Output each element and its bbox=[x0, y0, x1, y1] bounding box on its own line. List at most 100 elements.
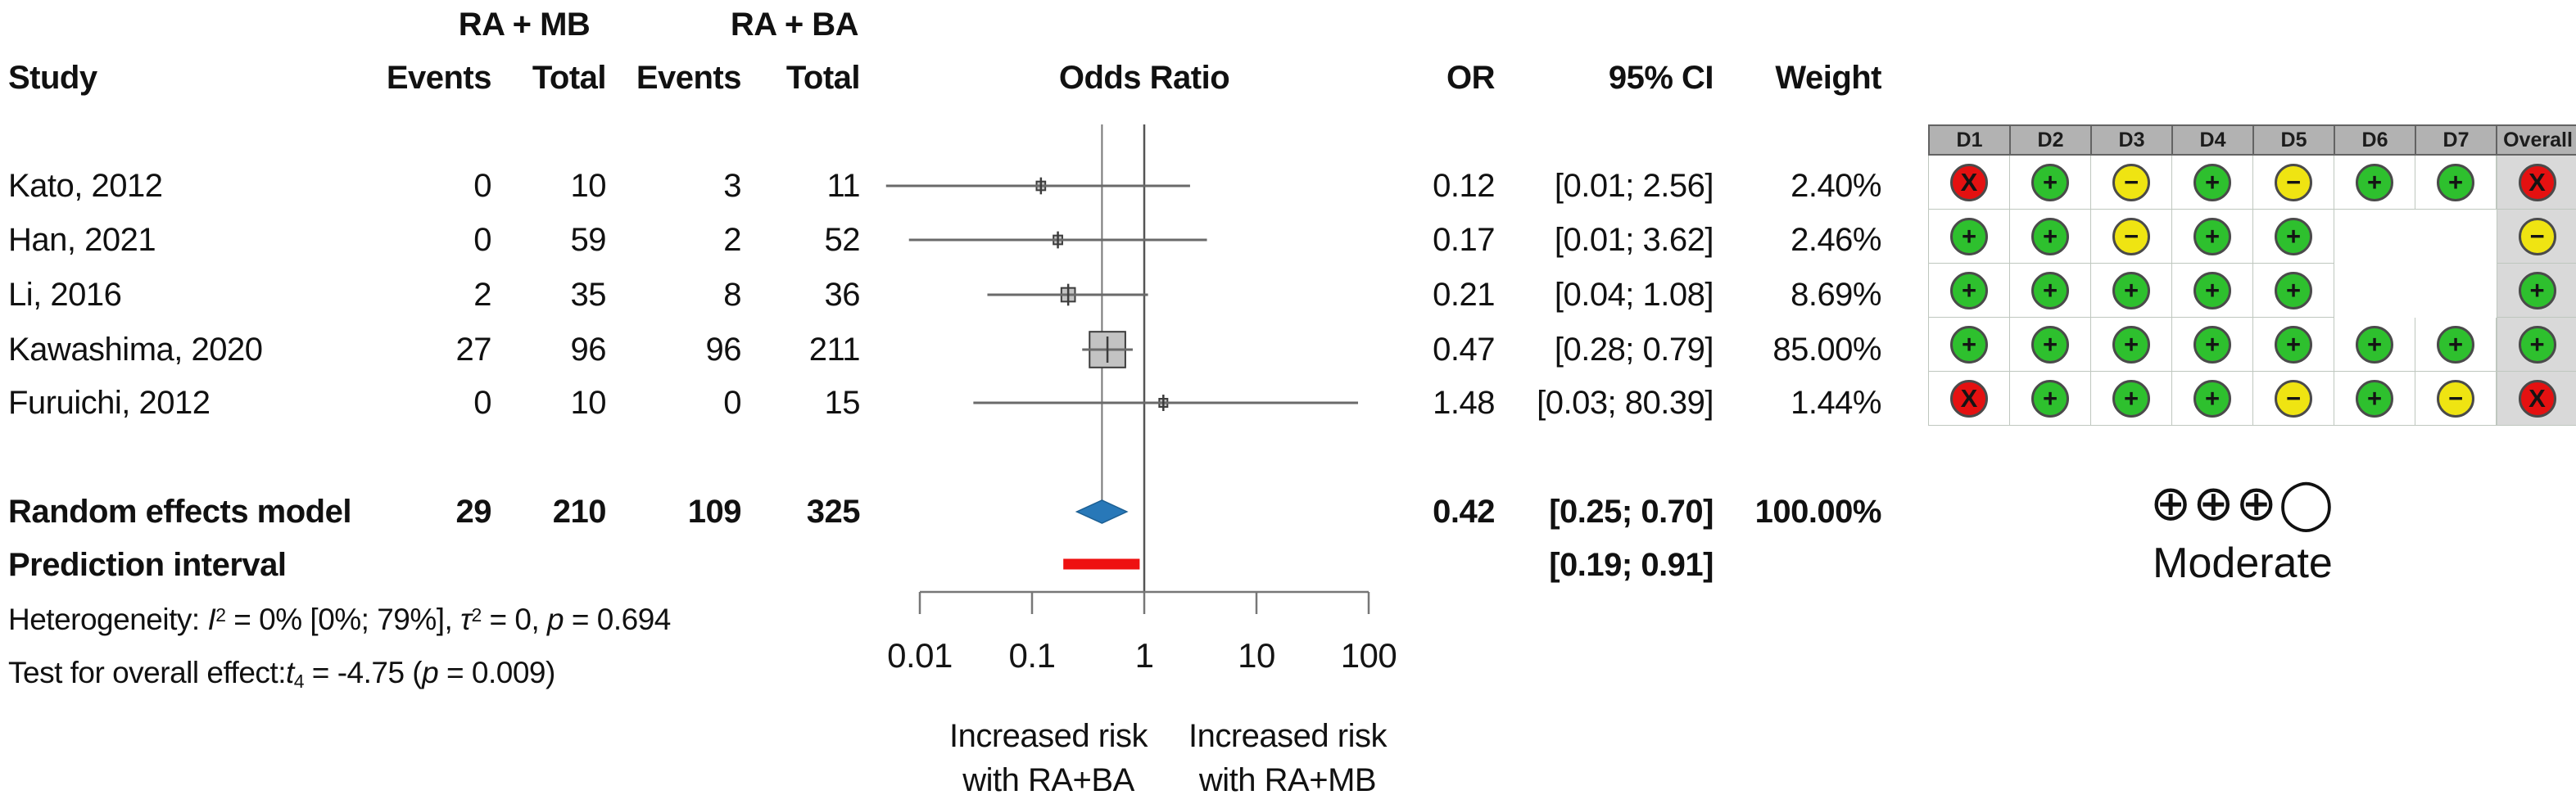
direction-left-line1: Increased risk bbox=[949, 718, 1148, 754]
weight-value: 2.40% bbox=[1791, 168, 1881, 204]
rob-cell: + bbox=[2172, 372, 2253, 426]
rob-low-risk-icon: + bbox=[2275, 217, 2312, 255]
rob-domain-header: D5 bbox=[2254, 126, 2335, 154]
rob-cell: − bbox=[2253, 372, 2334, 426]
rob-some-concerns-icon: − bbox=[2112, 163, 2150, 201]
rob-some-concerns-icon: − bbox=[2275, 379, 2312, 418]
total1-value: 35 bbox=[570, 277, 607, 313]
events1-total: 29 bbox=[455, 494, 492, 530]
rob-low-risk-icon: + bbox=[2031, 217, 2069, 255]
rob-cell: + bbox=[2253, 318, 2334, 372]
text-segment: τ bbox=[460, 603, 472, 636]
rob-low-risk-icon: + bbox=[2437, 163, 2474, 201]
rob-low-risk-icon: + bbox=[2518, 325, 2556, 364]
text-segment: p bbox=[547, 603, 564, 636]
rob-low-risk-icon: + bbox=[2437, 325, 2474, 364]
events1-value: 0 bbox=[473, 385, 491, 421]
rob-cell: − bbox=[2497, 210, 2576, 264]
weight-value: 8.69% bbox=[1791, 277, 1881, 313]
summary-row: Random effects model 29 210 109 325 0.42… bbox=[0, 491, 1908, 532]
text-segment: Heterogeneity: bbox=[8, 603, 208, 636]
rob-low-risk-icon: + bbox=[2112, 379, 2150, 418]
weight-value: 2.46% bbox=[1791, 222, 1881, 258]
rob-cell: X bbox=[1929, 372, 2010, 426]
events1-value: 27 bbox=[455, 332, 492, 368]
table-row: Kato, 2012 0 10 3 11 0.12 [0.01; 2.56] 2… bbox=[0, 165, 1908, 206]
rob-low-risk-icon: + bbox=[2275, 325, 2312, 364]
col-header-or: OR bbox=[1446, 60, 1496, 96]
direction-right-line1: Increased risk bbox=[1188, 718, 1387, 754]
col-header-events1: Events bbox=[386, 60, 492, 96]
rob-cell: − bbox=[2415, 372, 2497, 426]
total1-value: 96 bbox=[570, 332, 607, 368]
grade-certainty-label: Moderate bbox=[2153, 540, 2333, 587]
col-header-total2: Total bbox=[785, 60, 861, 96]
text-segment: = -4.75 ( bbox=[304, 656, 423, 689]
col-header-total1: Total bbox=[532, 60, 607, 96]
rob-cell-empty bbox=[2334, 264, 2415, 318]
rob-high-risk-icon: X bbox=[2518, 163, 2556, 201]
rob-cell-empty bbox=[2334, 210, 2415, 264]
ci-value: [0.04; 1.08] bbox=[1554, 277, 1714, 313]
rob-cell-empty bbox=[2415, 264, 2497, 318]
ci-value: [0.01; 3.62] bbox=[1554, 222, 1714, 258]
events2-value: 2 bbox=[723, 222, 741, 258]
weight-value: 85.00% bbox=[1772, 332, 1881, 368]
rob-low-risk-icon: + bbox=[1950, 325, 1988, 364]
events2-value: 96 bbox=[705, 332, 742, 368]
rob-cell: + bbox=[2334, 372, 2415, 426]
rob-domain-header: D7 bbox=[2416, 126, 2497, 154]
total1-value: 10 bbox=[570, 385, 607, 421]
rob-low-risk-icon: + bbox=[2193, 271, 2231, 309]
total-weight-value: 100.00% bbox=[1754, 494, 1882, 530]
rob-high-risk-icon: X bbox=[1950, 379, 1988, 418]
events1-value: 0 bbox=[473, 168, 491, 204]
events2-value: 8 bbox=[723, 277, 741, 313]
rob-cell: X bbox=[2497, 372, 2576, 426]
rob-cell: + bbox=[2091, 264, 2172, 318]
text-segment: I bbox=[207, 603, 216, 636]
direction-label-right: Increased risk with RA+MB bbox=[1107, 714, 1468, 802]
rob-cell: − bbox=[2091, 210, 2172, 264]
events1-value: 2 bbox=[473, 277, 491, 313]
rob-cell: + bbox=[2172, 210, 2253, 264]
direction-label-left: Increased risk with RA+BA bbox=[868, 714, 1229, 802]
table-row: Li, 2016 2 35 8 36 0.21 [0.04; 1.08] 8.6… bbox=[0, 274, 1908, 315]
risk-of-bias-header-row: D1 D2 D3 D4 D5 D6 D7 Overall bbox=[1928, 124, 2576, 156]
text-segment: t bbox=[285, 656, 294, 689]
rob-cell: + bbox=[2415, 156, 2497, 210]
rob-cell: + bbox=[2415, 318, 2497, 372]
study-name: Furuichi, 2012 bbox=[8, 385, 211, 421]
prediction-interval-label: Prediction interval bbox=[8, 547, 287, 583]
text-segment: 2 bbox=[215, 603, 226, 626]
group2-header: RA + BA bbox=[730, 7, 859, 43]
text-segment: = 0% [0%; 79%], bbox=[225, 603, 461, 636]
rob-cell: + bbox=[2010, 156, 2091, 210]
overall-effect-note: Test for overall effect:t4 = -4.75 (p = … bbox=[0, 654, 1908, 695]
rob-cell: + bbox=[2010, 210, 2091, 264]
risk-of-bias-body: X + − + − + + X + + − + + − + + + + + + + + + + + + + + X + + + − + − X bbox=[1928, 156, 2576, 426]
total2-total: 325 bbox=[806, 494, 861, 530]
rob-low-risk-icon: + bbox=[2112, 271, 2150, 309]
heterogeneity-note: Heterogeneity: I2 = 0% [0%; 79%], τ2 = 0… bbox=[0, 601, 1908, 642]
text-segment: = 0.009) bbox=[438, 656, 555, 689]
study-name: Kawashima, 2020 bbox=[8, 332, 263, 368]
rob-high-risk-icon: X bbox=[2518, 379, 2556, 418]
rob-some-concerns-icon: − bbox=[2437, 379, 2474, 418]
rob-some-concerns-icon: − bbox=[2275, 163, 2312, 201]
direction-left-line2: with RA+BA bbox=[962, 762, 1134, 798]
rob-cell: + bbox=[2334, 318, 2415, 372]
total2-value: 211 bbox=[808, 332, 861, 368]
study-name: Han, 2021 bbox=[8, 222, 156, 258]
pooled-or-value: 0.42 bbox=[1433, 494, 1495, 530]
ci-value: [0.03; 80.39] bbox=[1537, 385, 1714, 421]
rob-cell: + bbox=[2010, 318, 2091, 372]
rob-low-risk-icon: + bbox=[2031, 379, 2069, 418]
total2-value: 11 bbox=[826, 168, 860, 204]
rob-domain-header: D2 bbox=[2011, 126, 2092, 154]
rob-low-risk-icon: + bbox=[2031, 325, 2069, 364]
rob-cell: − bbox=[2253, 156, 2334, 210]
rob-low-risk-icon: + bbox=[2356, 325, 2393, 364]
overall-effect-text: Test for overall effect:t4 = -4.75 (p = … bbox=[8, 654, 909, 695]
rob-high-risk-icon: X bbox=[1950, 163, 1988, 201]
